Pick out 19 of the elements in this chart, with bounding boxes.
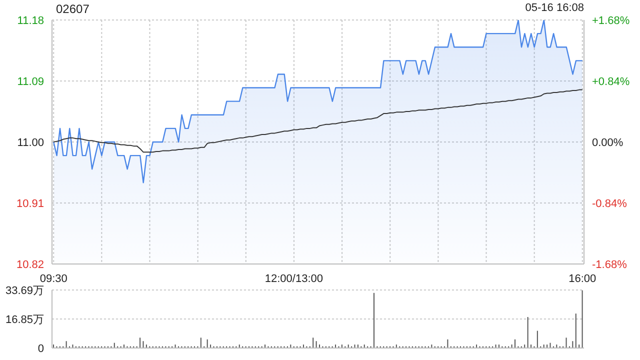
y-tick-label: 11.00: [17, 137, 44, 149]
x-tick-label: 09:30: [40, 273, 68, 285]
y-tick-label: 0: [38, 343, 44, 355]
y-tick-label: 16.85万: [5, 314, 44, 326]
x-tick-label: 16:00: [568, 273, 596, 285]
x-tick-label: 12:00/13:00: [264, 273, 324, 285]
y-tick-label: 10.82: [16, 259, 44, 271]
y2-tick-label: 0.00%: [592, 137, 624, 149]
y-tick-label: 10.91: [16, 198, 44, 210]
y2-tick-label: +0.84%: [592, 76, 630, 88]
text: 05-16 16:08: [525, 2, 584, 14]
y2-tick-label: +1.68%: [592, 15, 630, 27]
line-series: [53, 89, 583, 153]
y-tick-label: 11.18: [17, 15, 44, 27]
chart-title: 02607: [56, 2, 90, 16]
y2-tick-label: -0.84%: [592, 198, 628, 210]
y-tick-label: 11.09: [17, 76, 44, 88]
y-tick-label: 33.69万: [5, 285, 44, 297]
y2-tick-label: -1.68%: [592, 259, 628, 271]
